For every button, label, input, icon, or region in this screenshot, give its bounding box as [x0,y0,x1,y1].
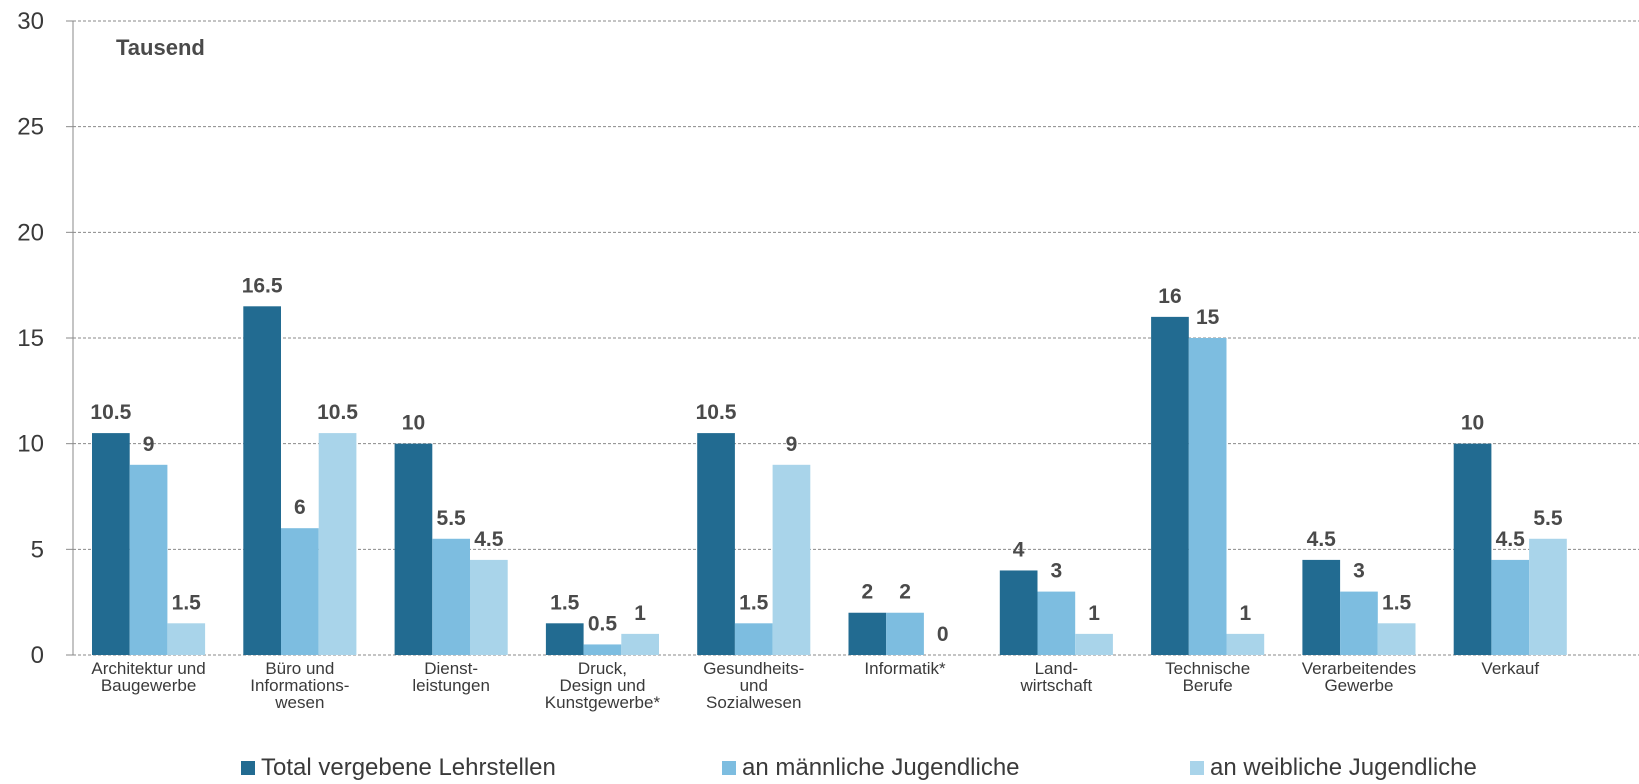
bar [999,570,1038,655]
data-label: 1.5 [172,591,202,614]
y-tick-label: 30 [17,8,44,35]
data-label: 3 [1353,560,1365,583]
y-tick-label: 20 [17,219,44,246]
x-tick-label: Gewerbe [1324,676,1393,695]
data-label: 1 [1240,602,1252,625]
x-tick-label: wesen [274,693,324,712]
data-label: 10 [1461,412,1484,435]
data-label: 16.5 [242,274,283,297]
bar [129,464,168,655]
bar [886,612,924,655]
x-tick-label: Informations- [250,676,349,695]
legend-swatch-male [722,761,736,775]
bar [1151,316,1189,655]
x-tick-label: wirtschaft [1019,676,1092,695]
bar [167,623,206,655]
bar [432,538,470,655]
data-label: 0.5 [588,612,618,635]
legend-item-female: an weibliche Jugendliche [1190,754,1477,782]
x-tick-label: leistungen [412,676,490,695]
data-label: 1.5 [1382,591,1412,614]
bar [734,623,773,655]
data-label: 1.5 [550,591,580,614]
data-label: 2 [862,581,874,604]
data-label: 6 [294,496,306,519]
x-tick-label: Büro und [265,659,334,678]
legend-item-male: an männliche Jugendliche [722,754,1020,782]
bar [1529,538,1567,655]
x-tick-label: Baugewerbe [101,676,196,695]
data-label: 10 [402,412,425,435]
legend-swatch-total [241,761,255,775]
x-tick-label: Technische [1165,659,1250,678]
x-tick-label: Berufe [1183,676,1233,695]
bar [1491,559,1530,655]
bar [1377,623,1416,655]
data-label: 3 [1051,560,1063,583]
legend-swatch-female [1190,761,1204,775]
x-tick-label: Dienst- [424,659,478,678]
data-label: 10.5 [696,401,737,424]
bar [92,433,130,655]
x-tick-label: Sozialwesen [706,693,801,712]
x-tick-label: Gesundheits- [703,659,804,678]
y-tick-label: 10 [17,431,44,458]
legend-label-female: an weibliche Jugendliche [1210,754,1477,781]
bar [243,306,281,655]
data-label: 1 [1088,602,1100,625]
data-label: 4 [1013,538,1025,561]
bar [1037,591,1076,655]
bar [1188,338,1227,655]
data-label: 4.5 [474,528,504,551]
data-label: 5.5 [437,507,467,530]
x-tick-label: Land- [1035,659,1078,678]
bar [1302,559,1341,655]
data-label: 1.5 [739,591,769,614]
y-tick-label: 15 [17,325,44,352]
data-label: 4.5 [1496,528,1526,551]
bar [318,433,357,655]
data-label: 16 [1158,285,1181,308]
data-label: 1 [634,602,646,625]
bar [1453,443,1492,655]
x-tick-label: Kunstgewerbe* [545,693,661,712]
legend: Total vergebene Lehrstellen an männliche… [0,754,1639,782]
bar [1340,591,1378,655]
legend-label-total: Total vergebene Lehrstellen [261,754,556,781]
x-tick-label: Architektur und [91,659,205,678]
unit-label: Tausend [116,35,205,60]
data-label: 9 [786,433,798,456]
x-tick-label: Design und [559,676,645,695]
x-tick-label: Informatik* [864,659,946,678]
x-tick-label: und [740,676,768,695]
bar [545,623,584,655]
data-label: 0 [937,623,949,646]
bar [470,559,508,655]
data-label: 4.5 [1307,528,1337,551]
x-tick-label: Verkauf [1481,659,1539,678]
bar [583,644,622,655]
bar [1075,633,1113,655]
data-label: 2 [899,581,911,604]
bar [394,443,433,655]
y-tick-label: 5 [31,536,44,563]
bar [621,633,659,655]
legend-item-total: Total vergebene Lehrstellen [241,754,556,782]
data-label: 10.5 [317,401,358,424]
x-tick-label: Verarbeitendes [1302,659,1416,678]
bar [848,612,887,655]
bar [772,464,811,655]
bar [1226,633,1265,655]
legend-label-male: an männliche Jugendliche [742,754,1020,781]
data-label: 15 [1196,306,1220,329]
y-tick-label: 0 [31,642,44,669]
bar [697,433,735,655]
y-tick-label: 25 [17,114,44,141]
data-label: 10.5 [90,401,131,424]
data-label: 9 [143,433,155,456]
bar [281,528,319,655]
data-label: 5.5 [1533,507,1563,530]
x-tick-label: Druck, [578,659,627,678]
